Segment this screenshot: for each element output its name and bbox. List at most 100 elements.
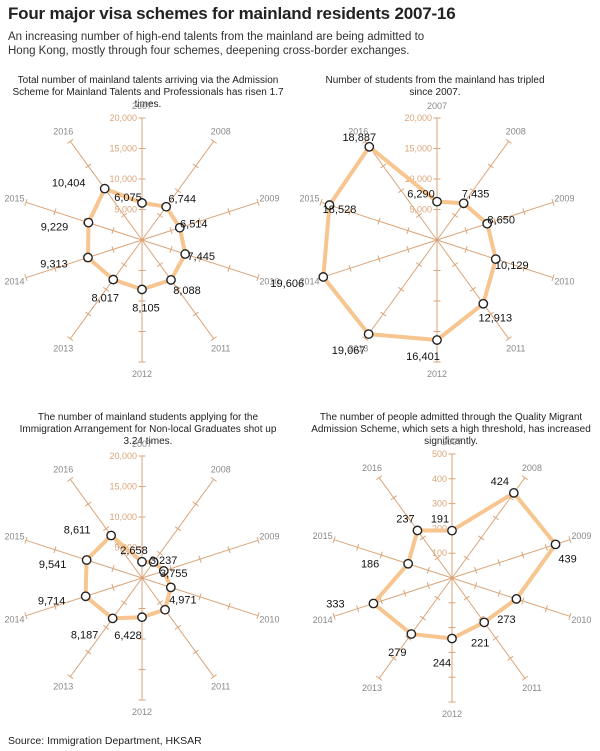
tick-mark bbox=[227, 602, 231, 610]
year-label-2011: 2011 bbox=[211, 681, 230, 691]
year-label-2016: 2016 bbox=[53, 465, 73, 475]
year-label-2008: 2008 bbox=[211, 465, 231, 475]
tick-mark bbox=[210, 476, 217, 482]
data-label-2010: 7,445 bbox=[187, 251, 215, 263]
data-point-2009 bbox=[158, 566, 169, 576]
tick-mark bbox=[332, 536, 336, 544]
tick-mark bbox=[521, 675, 529, 681]
tick-mark bbox=[156, 262, 164, 268]
year-label-2014: 2014 bbox=[300, 276, 320, 286]
tick-mark bbox=[174, 286, 181, 292]
tick-mark bbox=[464, 245, 468, 253]
data-point-2016 bbox=[106, 530, 117, 541]
year-label-2016: 2016 bbox=[53, 127, 73, 137]
tick-label: 20,000 bbox=[109, 451, 137, 461]
tick-mark bbox=[551, 274, 555, 282]
tick-mark bbox=[377, 217, 381, 225]
tick-mark bbox=[492, 635, 499, 641]
data-point-2011 bbox=[478, 298, 489, 309]
data-label-2011: 12,913 bbox=[478, 313, 512, 325]
year-label-2012: 2012 bbox=[427, 369, 447, 379]
data-point-2014 bbox=[368, 598, 379, 609]
tick-mark bbox=[398, 188, 405, 194]
tick-mark bbox=[478, 615, 485, 621]
tick-mark bbox=[451, 212, 459, 218]
data-label-2009: 439 bbox=[558, 553, 576, 565]
data-point-2007 bbox=[447, 525, 457, 536]
tick-mark bbox=[356, 605, 360, 613]
data-point-2010 bbox=[511, 594, 522, 604]
data-label-2007: 6,075 bbox=[114, 192, 142, 204]
tick-mark bbox=[67, 336, 74, 342]
tick-mark bbox=[53, 264, 57, 272]
data-point-2016 bbox=[364, 141, 375, 152]
data-label-2013: 8,017 bbox=[91, 293, 119, 305]
tick-mark bbox=[390, 655, 397, 661]
data-point-2009 bbox=[550, 539, 561, 550]
year-label-2013: 2013 bbox=[348, 343, 368, 353]
data-point-2014 bbox=[83, 252, 93, 263]
tick-mark bbox=[398, 286, 405, 292]
year-label-2007: 2007 bbox=[427, 101, 447, 111]
data-label-2007: 2,658 bbox=[120, 545, 148, 557]
tick-mark bbox=[103, 286, 110, 292]
tick-mark bbox=[24, 198, 28, 206]
tick-mark bbox=[53, 546, 57, 554]
year-label-2008: 2008 bbox=[506, 127, 526, 137]
year-label-2007: 2007 bbox=[132, 101, 152, 111]
data-point-2011 bbox=[479, 617, 490, 628]
tick-mark bbox=[174, 526, 181, 532]
year-label-2015: 2015 bbox=[300, 194, 320, 204]
tick-mark bbox=[380, 163, 387, 169]
tick-mark bbox=[507, 655, 514, 661]
tick-mark bbox=[521, 597, 525, 605]
spoke-2010 bbox=[451, 577, 571, 617]
tick-mark bbox=[67, 476, 74, 482]
year-label-2009: 2009 bbox=[571, 531, 591, 541]
data-label-2014: 9,714 bbox=[38, 595, 66, 607]
tick-mark bbox=[492, 515, 499, 521]
tick-mark bbox=[426, 582, 430, 590]
tick-mark bbox=[469, 286, 476, 292]
data-point-2008 bbox=[161, 201, 172, 212]
tick-mark bbox=[332, 612, 336, 620]
data-label-2014: 19,606 bbox=[270, 278, 304, 290]
tick-mark bbox=[568, 536, 572, 544]
tick-mark bbox=[362, 336, 369, 342]
data-point-2014 bbox=[80, 591, 91, 602]
tick-mark bbox=[505, 336, 512, 342]
chart-1-title: Total number of mainland talents arrivin… bbox=[12, 75, 284, 110]
tick-label: 400 bbox=[432, 474, 447, 484]
data-label-2009: 6,514 bbox=[180, 219, 208, 231]
year-label-2010: 2010 bbox=[571, 615, 591, 625]
data-label-2015: 18,528 bbox=[323, 204, 357, 216]
spoke-2015 bbox=[333, 539, 453, 579]
data-point-2013 bbox=[108, 274, 119, 285]
radar-chart-1: 2007 2008 2009 2010 2011 2012 2013 2014 2015 2016… bbox=[5, 101, 280, 379]
year-label-2011: 2011 bbox=[522, 683, 541, 693]
tick-mark bbox=[192, 501, 199, 507]
year-label-2014: 2014 bbox=[5, 614, 25, 624]
page-subtitle: An increasing number of high-end talents… bbox=[8, 31, 425, 57]
page-title: Four major visa schemes for mainland res… bbox=[8, 4, 456, 23]
tick-mark bbox=[434, 555, 441, 561]
tick-label: 20,000 bbox=[404, 113, 432, 123]
tick-mark bbox=[419, 615, 426, 621]
tick-mark bbox=[405, 515, 412, 521]
data-point-2016 bbox=[412, 525, 423, 536]
data-label-2014: 333 bbox=[326, 599, 344, 611]
data-label-2007: 191 bbox=[431, 514, 449, 526]
tick-mark bbox=[67, 674, 74, 680]
tick-mark bbox=[53, 602, 57, 610]
tick-mark bbox=[415, 262, 423, 268]
year-label-2013: 2013 bbox=[53, 681, 73, 691]
source-note: Source: Immigration Department, HKSAR bbox=[8, 735, 202, 747]
tick-mark bbox=[24, 536, 28, 544]
tick-mark bbox=[463, 595, 470, 601]
data-label-2015: 9,229 bbox=[41, 222, 69, 234]
tick-mark bbox=[120, 600, 128, 606]
tick-mark bbox=[487, 311, 494, 317]
year-label-2015: 2015 bbox=[5, 194, 25, 204]
data-label-2010: 4,971 bbox=[169, 594, 197, 606]
